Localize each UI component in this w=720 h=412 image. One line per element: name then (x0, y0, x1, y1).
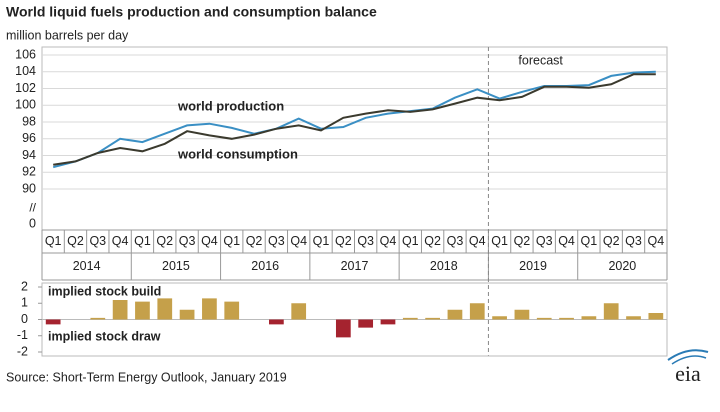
x-group-label: 2018 (430, 259, 458, 273)
bar (202, 298, 217, 320)
x-group-label: 2017 (341, 259, 369, 273)
x-tick-label: Q1 (402, 234, 419, 248)
x-tick-label: Q2 (156, 234, 173, 248)
bar (291, 303, 307, 320)
y-tick-label: 102 (15, 81, 36, 95)
x-group-label: 2016 (251, 259, 279, 273)
bar (402, 317, 418, 320)
forecast-label: forecast (518, 53, 563, 67)
source: Source: Short-Term Energy Outlook, Janua… (6, 370, 287, 384)
y-tick-label: 98 (22, 114, 36, 128)
y-tick-label: 1 (21, 296, 28, 310)
bar (425, 317, 440, 320)
x-tick-label: Q4 (201, 234, 218, 248)
bar (269, 319, 284, 325)
x-tick-label: Q1 (581, 234, 598, 248)
x-tick-label: Q3 (447, 234, 464, 248)
x-tick-label: Q1 (491, 234, 508, 248)
y-tick-label: 90 (22, 181, 36, 195)
x-tick-label: Q2 (514, 234, 531, 248)
bar (335, 319, 351, 338)
y-tick-label: 96 (22, 131, 36, 145)
x-tick-label: Q1 (313, 234, 330, 248)
annotation: implied stock build (48, 284, 161, 298)
bar (626, 316, 641, 320)
bar (536, 317, 552, 320)
x-tick-label: Q4 (380, 234, 397, 248)
x-tick-label: Q2 (603, 234, 620, 248)
x-tick-label: Q2 (246, 234, 263, 248)
series-label: world production (177, 98, 284, 113)
bar (112, 300, 128, 320)
logo-text: eia (675, 361, 701, 386)
x-tick-label: Q4 (290, 234, 307, 248)
x-tick-label: Q3 (89, 234, 106, 248)
line-series (53, 73, 656, 166)
logo-arc (667, 349, 709, 361)
bar (447, 309, 463, 320)
bar (581, 316, 597, 320)
y-tick-label: -2 (17, 344, 28, 358)
logo-arc (671, 355, 707, 365)
x-tick-label: Q4 (112, 234, 129, 248)
bar (157, 298, 173, 320)
x-tick-label: Q4 (558, 234, 575, 248)
x-group-label: 2014 (73, 259, 101, 273)
x-tick-label: Q3 (357, 234, 374, 248)
annotation: implied stock draw (48, 329, 161, 343)
chart-title: World liquid fuels production and consum… (6, 4, 377, 20)
y-tick-label: 104 (15, 64, 36, 78)
x-group-label: 2015 (162, 259, 190, 273)
x-tick-label: Q3 (625, 234, 642, 248)
x-tick-label: Q1 (223, 234, 240, 248)
y-axis-label: million barrels per day (6, 28, 129, 42)
y-tick-label: 2 (21, 279, 28, 293)
bar (559, 317, 574, 320)
x-tick-label: Q4 (469, 234, 486, 248)
y-tick-label: 100 (15, 98, 36, 112)
logo: eia (667, 349, 709, 386)
y-tick-label: 0 (21, 312, 28, 326)
x-group-label: 2019 (519, 259, 547, 273)
bar (90, 317, 106, 320)
bar (380, 319, 396, 325)
x-tick-label: Q2 (67, 234, 84, 248)
x-group-label: 2020 (608, 259, 636, 273)
y-tick-label: 0 (29, 216, 36, 230)
bar (603, 303, 619, 320)
y-tick-label: 92 (22, 165, 36, 179)
bar (469, 303, 485, 320)
bar (45, 319, 61, 325)
bar (514, 309, 530, 320)
y-tick-label: 106 (15, 47, 36, 61)
bar (179, 309, 195, 320)
x-tick-label: Q1 (134, 234, 151, 248)
y-tick-label: -1 (17, 328, 28, 342)
bar (648, 313, 664, 320)
x-tick-label: Q4 (647, 234, 664, 248)
bar (492, 316, 507, 320)
y-tick-label: 94 (22, 148, 36, 162)
x-tick-label: Q3 (179, 234, 196, 248)
x-tick-label: Q3 (536, 234, 553, 248)
x-tick-label: Q2 (335, 234, 352, 248)
axis-break: // (29, 201, 36, 215)
series-label: world consumption (177, 146, 298, 161)
bar (135, 301, 150, 320)
x-tick-label: Q3 (268, 234, 285, 248)
x-tick-label: Q2 (424, 234, 441, 248)
bar (358, 319, 374, 328)
bar (224, 301, 240, 320)
x-tick-label: Q1 (45, 234, 62, 248)
